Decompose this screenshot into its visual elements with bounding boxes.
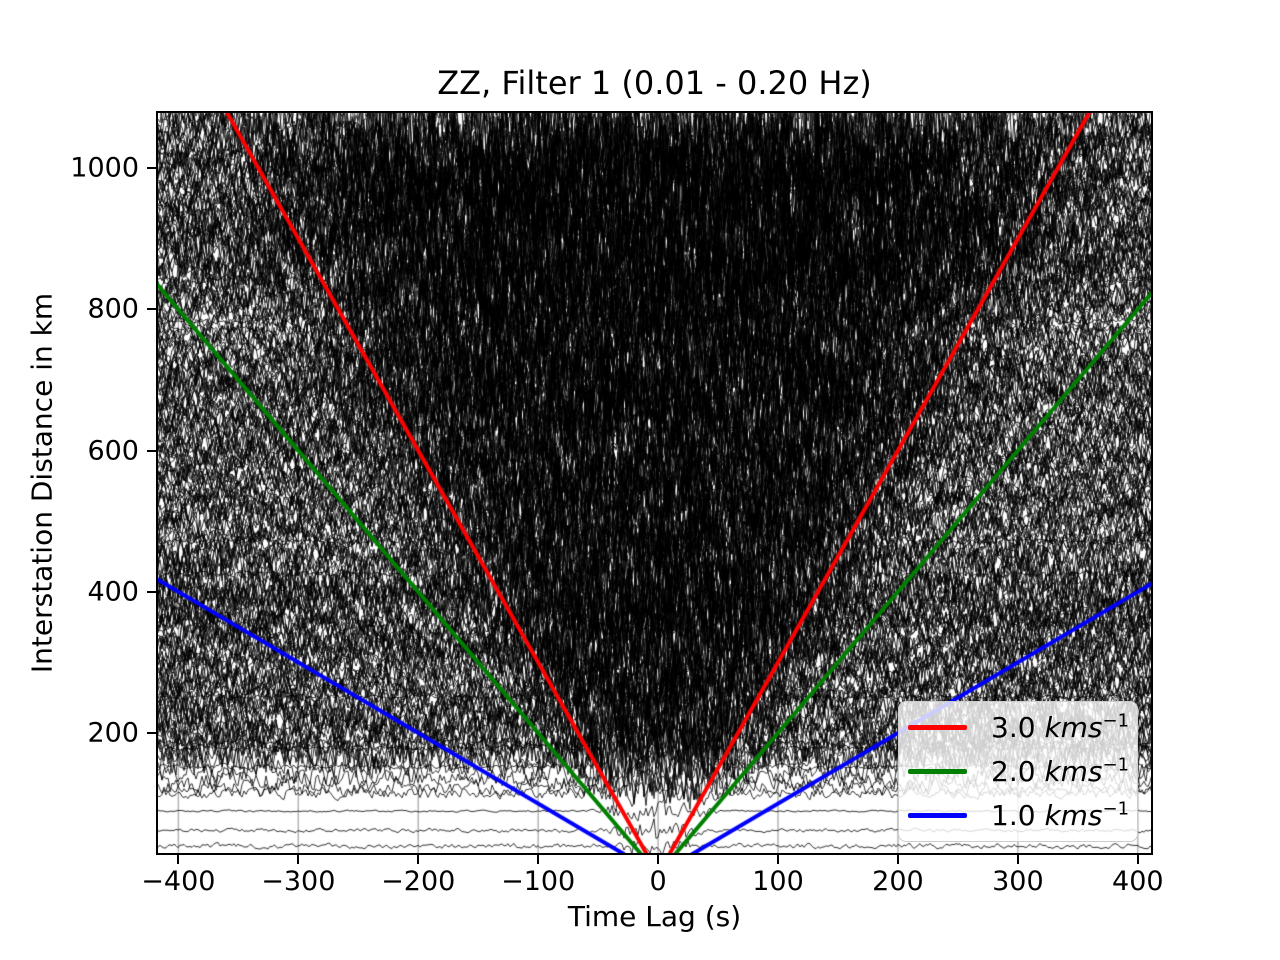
y-tick-mark [147,590,156,593]
y-tick-label: 400 [87,576,139,608]
chart-title: ZZ, Filter 1 (0.01 - 0.20 Hz) [437,64,872,102]
legend-label: 2.0 kms−1 [991,754,1130,788]
legend-label: 3.0 kms−1 [991,710,1130,744]
legend-item-2kms: 2.0 kms−1 [908,754,1130,788]
legend-line-sample-green [908,769,967,774]
legend-item-3kms: 3.0 kms−1 [908,710,1130,744]
x-axis-label: Time Lag (s) [567,900,742,933]
y-tick-mark [147,308,156,311]
x-tick-label: 400 [1112,866,1164,897]
y-axis-label: Interstation Distance in km [25,292,59,674]
x-tick-label: −100 [501,866,576,897]
x-tick-mark [657,855,660,864]
x-tick-mark [177,855,180,864]
y-tick-mark [147,449,156,452]
x-tick-label: −200 [381,866,456,897]
x-tick-label: 300 [992,866,1044,897]
legend-line-sample-blue [908,813,967,818]
legend-label: 1.0 kms−1 [991,798,1130,832]
x-tick-mark [1016,855,1019,864]
y-tick-label: 600 [87,435,139,467]
y-tick-label: 1000 [70,152,139,184]
legend: 3.0 kms−1 2.0 kms−1 1.0 kms−1 [898,701,1138,842]
x-tick-label: 100 [752,866,804,897]
legend-line-sample-red [908,725,967,730]
legend-item-1kms: 1.0 kms−1 [908,798,1130,832]
y-tick-label: 200 [87,717,139,749]
x-tick-mark [297,855,300,864]
y-tick-label: 800 [87,293,139,325]
x-tick-mark [537,855,540,864]
x-tick-mark [417,855,420,864]
y-tick-mark [147,731,156,734]
x-tick-mark [896,855,899,864]
x-tick-label: −300 [261,866,336,897]
x-tick-mark [777,855,780,864]
y-tick-mark [147,167,156,170]
x-tick-mark [1136,855,1139,864]
x-tick-label: 200 [872,866,924,897]
x-tick-label: −400 [141,866,216,897]
x-tick-label: 0 [649,866,667,897]
